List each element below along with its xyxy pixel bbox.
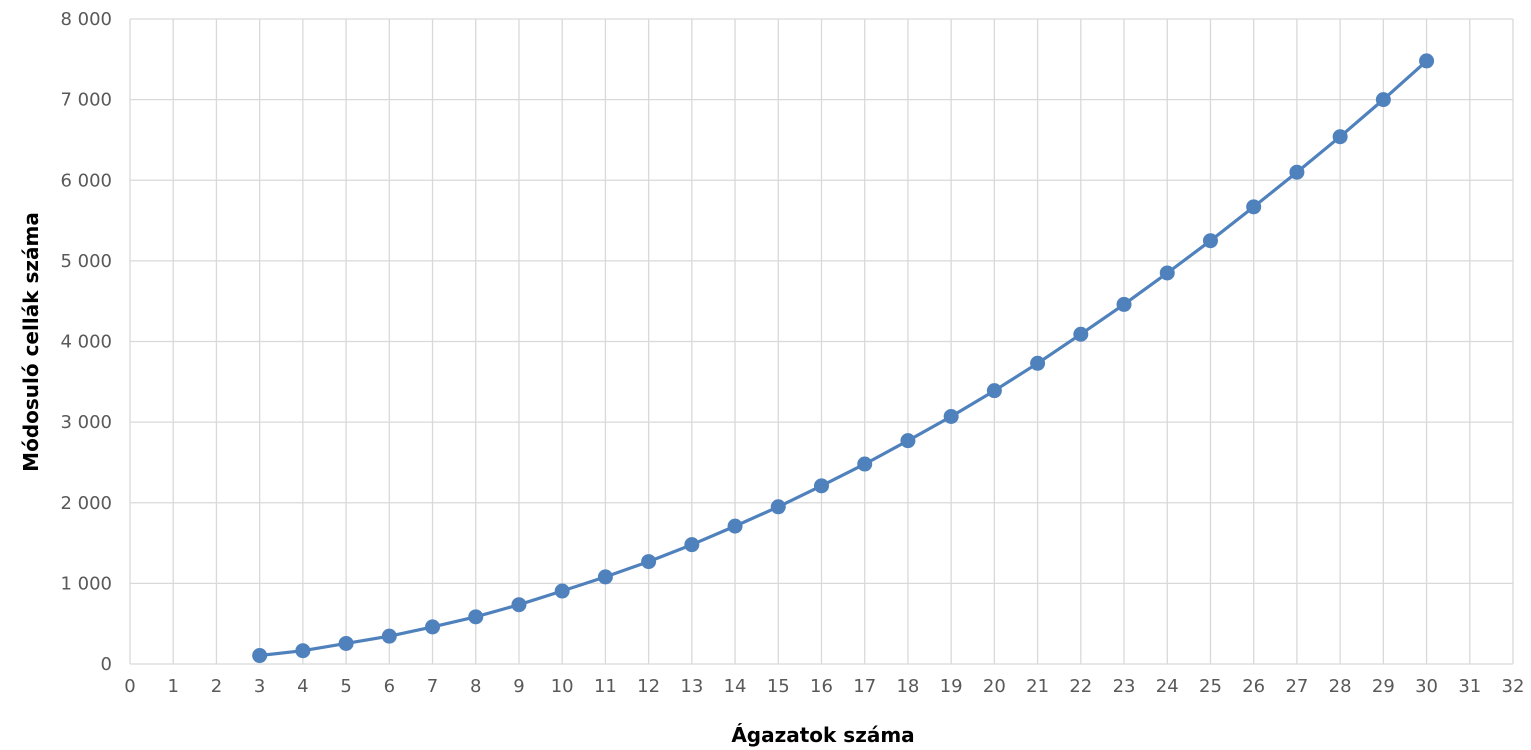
data-point [425,619,441,635]
x-tick-label: 7 [427,676,438,697]
data-point [295,643,311,659]
data-point [986,383,1002,399]
x-axis-tick-labels: 0 1 2 3 4 5 6 7 8 9 10 11 12 13 14 15 16 17 18 19 20 21 22 23 24… [124,676,1524,697]
y-tick-label: 7 000 [60,90,112,111]
data-point [468,609,484,625]
data-point [684,537,700,553]
data-point [1419,53,1435,69]
y-tick-label: 0 [101,654,112,675]
data-point [597,569,613,585]
x-tick-label: 9 [513,676,524,697]
data-point [1159,265,1175,281]
x-tick-label: 17 [853,676,876,697]
x-tick-label: 1 [167,676,178,697]
data-point [1116,296,1132,312]
x-tick-label: 8 [470,676,481,697]
y-axis-tick-labels: 0 1 000 2 000 3 000 4 000 5 000 6 000 7 000 8 00… [60,9,112,675]
series-line [259,59,1428,658]
data-point [641,554,657,570]
x-tick-label: 22 [1069,676,1092,697]
data-point [1030,355,1046,371]
x-tick-label: 14 [724,676,747,697]
data-point [1073,326,1089,342]
data-point [770,499,786,515]
x-tick-label: 24 [1156,676,1179,697]
data-point [1289,164,1305,180]
x-tick-label: 10 [551,676,574,697]
y-axis-title: Módosuló cellák száma [19,212,43,472]
data-point [511,597,527,613]
data-point [1246,199,1262,215]
gridlines [129,18,1514,665]
x-tick-label: 21 [1026,676,1049,697]
x-tick-label: 28 [1329,676,1352,697]
y-tick-label: 1 000 [60,573,112,594]
y-tick-label: 3 000 [60,412,112,433]
x-tick-label: 20 [983,676,1006,697]
x-tick-label: 6 [384,676,395,697]
data-point [1375,92,1391,108]
data-point [338,635,354,651]
x-tick-label: 2 [211,676,222,697]
x-tick-label: 16 [810,676,833,697]
x-tick-label: 13 [680,676,703,697]
data-point [727,518,743,534]
x-tick-label: 11 [594,676,617,697]
data-point [814,478,829,494]
x-axis-title: Ágazatok száma [731,723,914,747]
x-tick-label: 19 [940,676,963,697]
x-tick-label: 3 [254,676,265,697]
x-tick-label: 25 [1199,676,1222,697]
data-point [554,583,570,599]
x-tick-label: 31 [1458,676,1481,697]
x-tick-label: 29 [1372,676,1395,697]
data-point [900,433,916,449]
y-tick-label: 4 000 [60,332,112,353]
x-tick-label: 32 [1502,676,1525,697]
data-series [252,53,1435,664]
x-tick-label: 30 [1415,676,1438,697]
data-point [381,628,397,644]
x-tick-label: 0 [124,676,135,697]
data-point [857,456,873,472]
x-tick-label: 18 [896,676,919,697]
y-tick-label: 6 000 [60,170,112,191]
x-tick-label: 27 [1285,676,1308,697]
data-point [1202,233,1218,249]
x-tick-label: 23 [1113,676,1136,697]
data-point [943,408,959,424]
x-tick-label: 4 [297,676,308,697]
y-tick-label: 5 000 [60,251,112,272]
data-point [252,648,268,664]
y-tick-label: 8 000 [60,9,112,30]
x-tick-label: 26 [1242,676,1265,697]
data-point [1332,129,1348,145]
x-tick-label: 15 [767,676,790,697]
x-tick-label: 5 [340,676,351,697]
y-tick-label: 2 000 [60,493,112,514]
x-tick-label: 12 [637,676,660,697]
